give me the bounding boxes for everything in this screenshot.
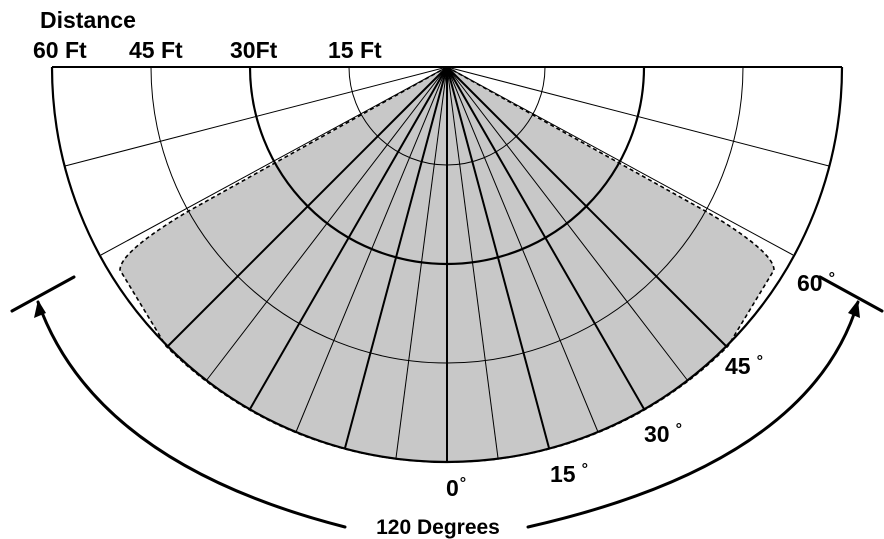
angle-label-0: 0° bbox=[446, 475, 466, 501]
angle-label-30: 30 ° bbox=[644, 421, 682, 447]
coverage-boundary bbox=[119, 66, 775, 463]
angle-label-60: 60 ° bbox=[797, 270, 835, 296]
span-arrowheads bbox=[34, 300, 860, 318]
range-arc-60ft bbox=[50, 66, 844, 464]
distance-label-60ft: 60 Ft bbox=[33, 37, 87, 63]
coverage-span-label: 120 Degrees bbox=[376, 516, 500, 539]
angle-label-45: 45 ° bbox=[725, 353, 763, 379]
distance-label-45ft: 45 Ft bbox=[129, 37, 183, 63]
distance-label-15ft: 15 Ft bbox=[328, 37, 382, 63]
distance-label-30ft: 30Ft bbox=[230, 37, 278, 63]
distance-title: Distance bbox=[40, 7, 136, 33]
angle-label-15: 15 ° bbox=[550, 461, 588, 487]
span-markers bbox=[10, 275, 884, 529]
range-arc-30ft bbox=[248, 66, 646, 266]
